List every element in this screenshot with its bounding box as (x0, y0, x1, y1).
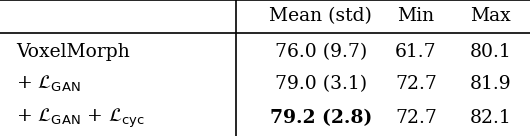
Text: Mean (std): Mean (std) (269, 7, 372, 25)
Text: 82.1: 82.1 (470, 109, 511, 127)
Text: VoxelMorph: VoxelMorph (16, 43, 130, 61)
Text: 61.7: 61.7 (395, 43, 437, 61)
Text: Min: Min (398, 7, 435, 25)
Text: 79.2 (2.8): 79.2 (2.8) (270, 109, 372, 127)
Text: 72.7: 72.7 (395, 75, 437, 93)
Text: 72.7: 72.7 (395, 109, 437, 127)
Text: + $\mathcal{L}_{\mathrm{GAN}}$ + $\mathcal{L}_{\mathrm{cyc}}$: + $\mathcal{L}_{\mathrm{GAN}}$ + $\mathc… (16, 107, 145, 130)
Text: 81.9: 81.9 (470, 75, 511, 93)
Text: 79.0 (3.1): 79.0 (3.1) (275, 75, 367, 93)
Text: Max: Max (470, 7, 510, 25)
Text: + $\mathcal{L}_{\mathrm{GAN}}$: + $\mathcal{L}_{\mathrm{GAN}}$ (16, 74, 81, 95)
Text: 76.0 (9.7): 76.0 (9.7) (275, 43, 367, 61)
Text: 80.1: 80.1 (470, 43, 511, 61)
